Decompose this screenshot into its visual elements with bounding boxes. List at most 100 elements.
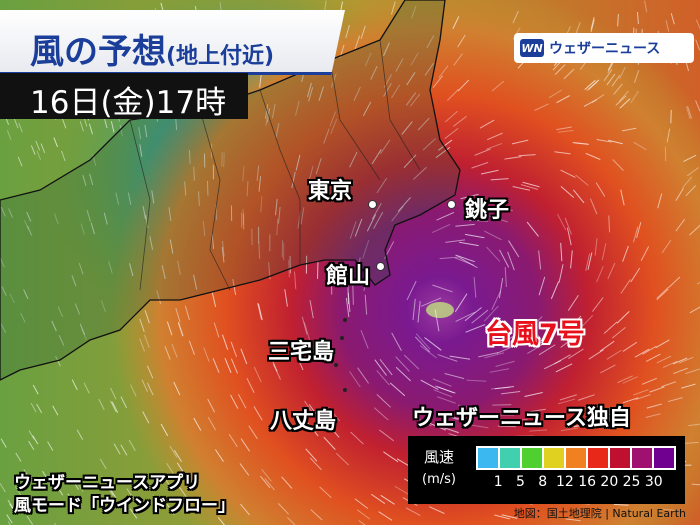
wind-streak	[0, 206, 6, 217]
wind-streak	[656, 287, 669, 299]
wind-streak	[615, 95, 627, 106]
wind-streak	[304, 400, 315, 416]
wind-streak	[139, 318, 145, 332]
wind-streak	[284, 415, 295, 430]
wind-streak	[420, 379, 439, 391]
wind-streak	[484, 230, 502, 241]
wind-streak	[17, 156, 23, 167]
wind-streak	[1, 286, 7, 296]
wind-streak	[548, 89, 563, 99]
wind-streak	[595, 182, 606, 197]
wind-streak	[415, 333, 431, 350]
wind-streak	[431, 224, 451, 234]
wind-streak	[412, 298, 416, 320]
wind-streak	[501, 391, 521, 395]
wind-streak	[193, 166, 195, 181]
wind-streak	[655, 339, 670, 349]
wind-streak	[175, 117, 178, 130]
wind-streak	[23, 469, 30, 479]
wind-streak	[103, 117, 108, 129]
wind-streak	[495, 360, 515, 367]
wind-streak	[376, 370, 390, 386]
wind-streak	[156, 290, 162, 304]
wind-streak	[307, 422, 319, 437]
wind-streak	[606, 410, 623, 416]
wind-streak	[481, 169, 499, 175]
wind-streak	[449, 355, 471, 360]
wind-streak	[260, 196, 263, 213]
wind-streak	[556, 126, 572, 131]
wind-streak	[379, 139, 391, 155]
wind-streak	[596, 139, 612, 143]
wind-streak	[433, 389, 453, 398]
wind-streak	[555, 363, 573, 373]
wind-streak	[590, 198, 598, 215]
wind-streak	[36, 403, 43, 414]
wind-streak	[560, 242, 563, 262]
legend-swatch	[478, 448, 498, 468]
datetime-banner: 16日(金)17時	[0, 73, 248, 121]
wind-streak	[257, 303, 263, 321]
wind-streak	[567, 315, 582, 330]
typhoon-label: 台風7号	[485, 319, 585, 350]
wind-streak	[508, 327, 526, 340]
wind-streak	[352, 285, 354, 305]
wind-streak	[354, 35, 361, 50]
wind-streak	[534, 103, 549, 111]
legend-swatch	[500, 448, 520, 468]
wind-streak	[378, 429, 395, 442]
wind-streak	[622, 341, 638, 352]
wind-streak	[622, 376, 639, 384]
legend-tick: 8	[538, 474, 548, 490]
wind-streak	[6, 130, 12, 140]
wind-streak	[89, 173, 94, 186]
wind-streak	[115, 192, 120, 205]
wind-streak	[276, 218, 279, 236]
wind-streak	[592, 297, 604, 312]
wind-streak	[119, 124, 123, 137]
wind-streak	[518, 154, 536, 157]
wind-streak	[295, 100, 300, 116]
wind-streak	[471, 161, 489, 169]
wind-streak	[455, 223, 475, 227]
wind-streak	[528, 316, 543, 331]
wind-streak	[633, 70, 640, 83]
wind-streak	[57, 306, 64, 318]
wind-streak	[656, 288, 669, 301]
wind-streak	[71, 275, 77, 287]
wind-streak	[56, 486, 64, 496]
wind-streak	[538, 250, 542, 270]
wind-streak	[176, 462, 186, 475]
wind-streak	[491, 290, 501, 310]
wind-streak	[164, 346, 171, 360]
wind-streak	[457, 79, 470, 92]
wind-streak	[240, 348, 248, 365]
wind-streak	[9, 293, 16, 304]
wind-streak	[489, 215, 508, 223]
wind-streak	[79, 323, 86, 335]
wind-streak	[246, 377, 255, 393]
wind-streak	[335, 452, 349, 466]
wind-streak	[146, 365, 154, 379]
wind-streak	[212, 358, 220, 373]
wind-streak	[454, 293, 468, 313]
wind-streak	[32, 435, 39, 445]
place-tokyo: 東京	[308, 179, 353, 204]
wind-streak	[113, 443, 121, 455]
wind-streak	[633, 389, 649, 396]
wind-streak	[556, 95, 570, 104]
wind-streak	[455, 311, 476, 322]
wind-streak	[345, 24, 350, 39]
wind-streak	[498, 277, 504, 299]
wind-streak	[494, 385, 515, 390]
exclusive-label: ウェザーニュース独自	[412, 406, 631, 431]
wind-streak	[15, 452, 22, 462]
wind-streak	[152, 494, 161, 506]
wind-streak	[71, 379, 78, 391]
wind-streak	[394, 485, 410, 496]
legend-tick: 20	[600, 474, 619, 490]
wind-streak	[0, 438, 7, 448]
wind-streak	[246, 180, 249, 197]
legend-swatch	[610, 448, 630, 468]
wind-streak	[474, 148, 491, 156]
